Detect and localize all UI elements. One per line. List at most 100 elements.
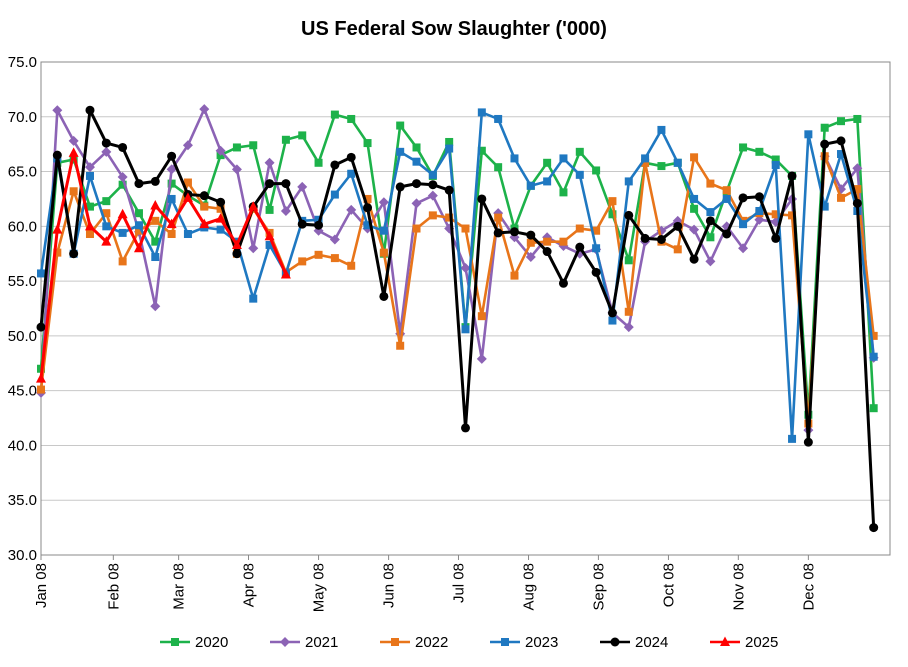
x-tick-label: Aug 08: [521, 563, 538, 611]
data-point-2020: [102, 197, 111, 206]
data-point-2023: [412, 157, 421, 166]
data-point-2022: [690, 153, 699, 162]
data-point-2023: [804, 130, 813, 139]
data-point-2023: [134, 221, 143, 230]
data-point-2022: [624, 307, 633, 316]
data-point-2021: [525, 252, 536, 263]
data-point-2022: [314, 250, 323, 259]
data-point-2022: [69, 187, 78, 196]
data-point-2021: [623, 322, 634, 333]
data-point-2022: [608, 197, 617, 206]
data-point-2020: [151, 237, 160, 246]
data-point-2024: [493, 228, 503, 238]
data-point-2022: [771, 210, 780, 219]
data-point-2024: [281, 179, 291, 189]
data-point-2024: [118, 142, 128, 152]
data-point-2021: [101, 146, 112, 157]
data-point-2025: [231, 239, 242, 249]
data-point-2020: [624, 256, 633, 265]
data-point-2025: [36, 373, 46, 383]
data-point-2025: [199, 218, 210, 229]
data-point-2022: [494, 213, 503, 222]
data-point-2021: [199, 104, 210, 115]
data-point-2021: [705, 256, 716, 267]
data-point-2021: [378, 197, 389, 208]
series-line-2023: [39, 111, 875, 441]
data-point-2022: [526, 238, 535, 247]
y-tick-label: 45.0: [8, 383, 37, 400]
data-point-2024: [444, 185, 454, 195]
data-point-2025: [182, 192, 193, 202]
data-point-2022: [706, 179, 715, 188]
data-point-2021: [248, 243, 259, 254]
legend-item-2024: 2024: [600, 634, 668, 651]
data-point-2023: [118, 228, 127, 237]
data-point-2024: [428, 180, 438, 190]
data-point-2023: [641, 154, 650, 163]
data-point-2020: [869, 404, 878, 413]
data-point-legend-2023: [501, 638, 509, 646]
y-tick-label: 55.0: [8, 273, 37, 290]
data-point-2024: [199, 191, 209, 201]
y-tick-label: 40.0: [8, 437, 37, 454]
series-2022: [37, 152, 878, 428]
data-point-2024: [69, 249, 79, 259]
data-point-2024: [363, 203, 373, 213]
data-point-2022: [183, 178, 192, 187]
data-point-2024: [509, 227, 519, 237]
x-tick-label: Jan 08: [33, 563, 50, 608]
data-point-legend-2022: [391, 638, 399, 646]
data-point-2023: [771, 160, 780, 169]
data-point-2020: [706, 233, 715, 242]
data-point-2020: [134, 209, 143, 218]
data-point-2021: [476, 353, 487, 364]
data-point-2021: [68, 135, 79, 146]
data-point-2021: [411, 198, 422, 209]
data-point-2021: [346, 204, 357, 215]
data-point-2022: [102, 209, 111, 218]
data-point-2023: [592, 244, 601, 253]
data-point-2020: [657, 162, 666, 171]
data-point-2023: [608, 316, 617, 325]
data-point-2023: [706, 208, 715, 217]
data-point-2021: [280, 205, 291, 216]
data-point-2022: [788, 211, 797, 220]
data-point-2023: [249, 294, 258, 303]
y-tick-label: 30.0: [8, 547, 37, 564]
data-point-2022: [347, 261, 356, 270]
data-point-2024: [722, 229, 732, 239]
data-point-2023: [477, 108, 486, 117]
y-tick-label: 70.0: [8, 109, 37, 126]
data-point-2025: [68, 147, 79, 157]
x-tick-label: Apr 08: [241, 563, 258, 607]
y-axis: 30.0 35.0 40.0 45.0 50.0 55.0 60.0 65.0 70.0 75.0: [8, 54, 37, 564]
data-point-2020: [249, 141, 258, 150]
data-point-2022: [869, 331, 878, 340]
data-point-2022: [543, 237, 552, 246]
data-point-2021: [754, 214, 765, 225]
data-point-2021: [84, 162, 95, 173]
y-tick-label: 65.0: [8, 164, 37, 181]
series-line-2025: [39, 151, 288, 379]
x-tick-label: Jul 08: [450, 563, 467, 603]
data-point-2022: [428, 211, 437, 220]
legend-label-2020: 2020: [195, 634, 228, 651]
data-point-2022: [151, 216, 160, 225]
legend-label-2022: 2022: [415, 634, 448, 651]
data-point-2024: [85, 105, 95, 115]
x-tick-label: Oct 08: [660, 563, 677, 607]
data-point-2023: [102, 222, 111, 231]
data-point-2024: [591, 267, 601, 277]
data-point-2020: [853, 114, 862, 123]
data-point-2020: [85, 202, 94, 211]
data-point-2023: [510, 154, 519, 163]
data-point-2020: [265, 205, 274, 214]
legend-label-2023: 2023: [525, 634, 558, 651]
legend-item-2025: 2025: [710, 634, 778, 651]
data-point-2024: [395, 182, 405, 192]
data-point-2025: [84, 220, 95, 231]
data-point-2024: [607, 308, 617, 318]
data-point-2020: [363, 139, 372, 148]
data-point-2021: [117, 172, 128, 183]
